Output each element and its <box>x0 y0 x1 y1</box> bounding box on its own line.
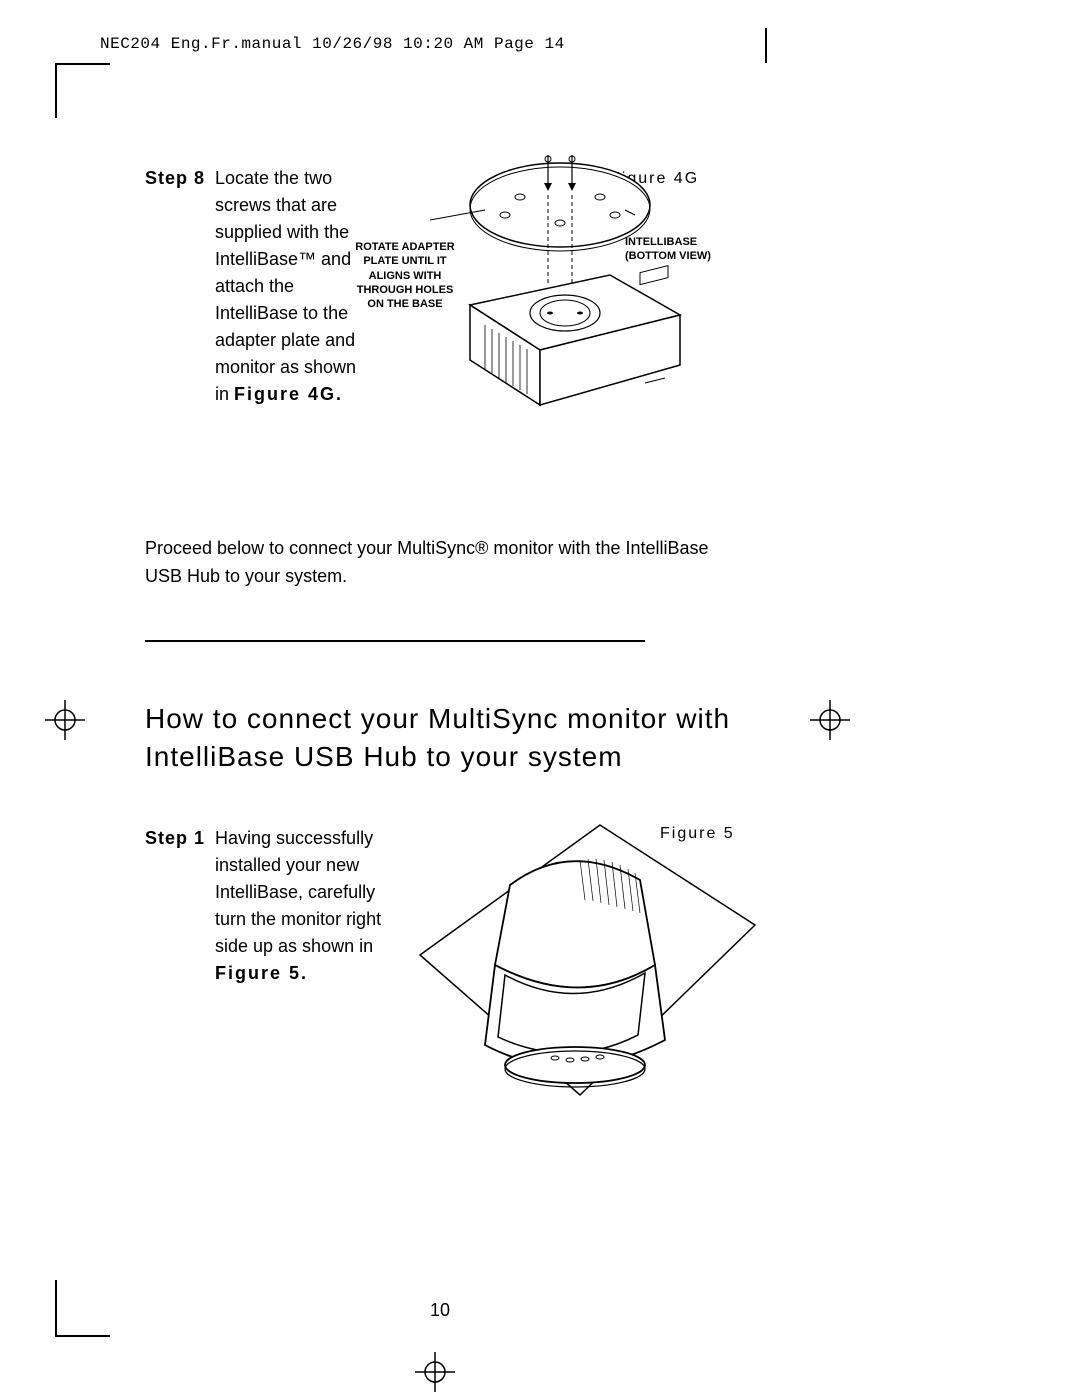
registration-mark-icon <box>45 700 85 740</box>
page-number: 10 <box>0 1300 880 1321</box>
crop-mark <box>55 1335 110 1337</box>
figure-4g-illustration <box>430 155 710 415</box>
step1-body-text: Having successfully installed your new I… <box>215 828 381 956</box>
step1-label: Step 1 <box>145 825 215 987</box>
figure-5-caption: Figure 5 <box>660 825 735 843</box>
step8-body-text: Locate the two screws that are supplied … <box>215 168 356 404</box>
proceed-paragraph: Proceed below to connect your MultiSync®… <box>145 535 745 591</box>
step8-figure-ref: Figure 4G. <box>234 384 343 404</box>
step8-label: Step 8 <box>145 165 215 408</box>
section-divider <box>145 640 645 642</box>
print-header: NEC204 Eng.Fr.manual 10/26/98 10:20 AM P… <box>100 35 565 53</box>
crop-mark <box>55 63 110 65</box>
section-title: How to connect your MultiSync monitor wi… <box>145 700 745 776</box>
crop-mark <box>55 63 57 118</box>
step1-body: Having successfully installed your new I… <box>215 825 405 987</box>
step1-block: Step 1 Having successfully installed you… <box>145 825 405 987</box>
step8-body: Locate the two screws that are supplied … <box>215 165 365 408</box>
figure-5-illustration <box>410 815 760 1125</box>
figure-5: Figure 5 <box>410 815 760 1130</box>
registration-mark-icon <box>810 700 850 740</box>
crop-mark <box>765 28 767 63</box>
step1-figure-ref: Figure 5. <box>215 963 308 983</box>
registration-mark-icon <box>415 1352 455 1392</box>
